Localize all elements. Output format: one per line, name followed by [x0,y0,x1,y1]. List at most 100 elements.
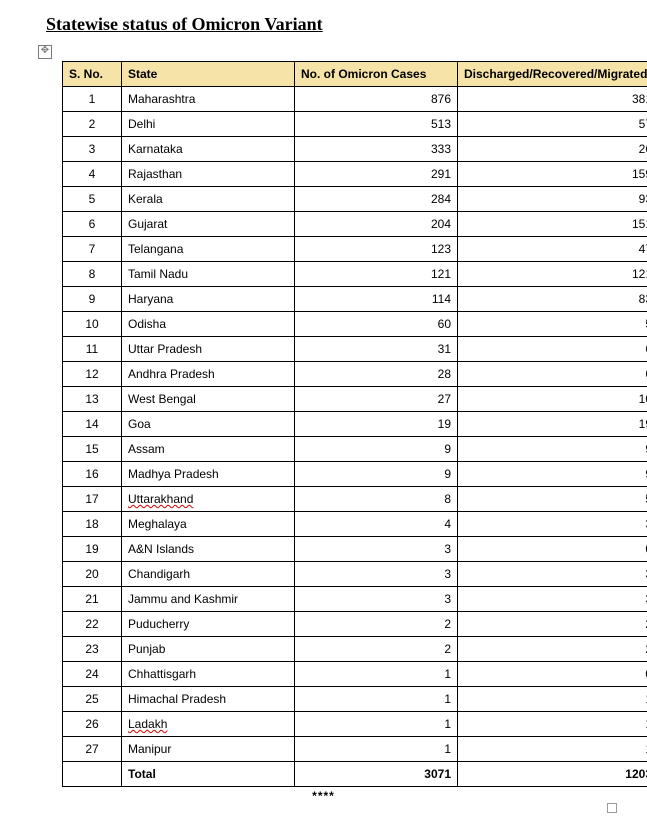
cell-sno: 2 [63,112,122,137]
cell-state: Telangana [122,237,295,262]
cell-cases: 60 [295,312,458,337]
cell-sno: 15 [63,437,122,462]
table-row: 19A&N Islands30 [63,537,647,562]
table-row: 24Chhattisgarh10 [63,662,647,687]
cell-state: Haryana [122,287,295,312]
cell-discharged: 0 [458,662,647,687]
cell-discharged: 5 [458,487,647,512]
cell-cases: 9 [295,462,458,487]
cell-state: Meghalaya [122,512,295,537]
cell-cases: 114 [295,287,458,312]
cell-state: Assam [122,437,295,462]
cell-sno: 6 [63,212,122,237]
table-header: S. No. State No. of Omicron Cases Discha… [63,62,647,87]
cell-cases: 2 [295,612,458,637]
cell-cases: 8 [295,487,458,512]
cell-sno: 16 [63,462,122,487]
cell-cases: 1 [295,712,458,737]
cell-cases: 3 [295,587,458,612]
cell-discharged: 1 [458,737,647,762]
cell-discharged: 3 [458,512,647,537]
cell-state: Karnataka [122,137,295,162]
cell-discharged: 2 [458,612,647,637]
cell-state: Uttar Pradesh [122,337,295,362]
cell-state: Tamil Nadu [122,262,295,287]
spell-error-text: Ladakh [128,717,167,731]
cell-sno: 12 [63,362,122,387]
cell-discharged: 2 [458,637,647,662]
cell-cases: 3 [295,537,458,562]
cell-cases: 31 [295,337,458,362]
table-row: 11Uttar Pradesh316 [63,337,647,362]
cell-cases: 28 [295,362,458,387]
table-body: 1Maharashtra8763812Delhi513573Karnataka3… [63,87,647,787]
cell-discharged: 93 [458,187,647,212]
cell-discharged: 83 [458,287,647,312]
cell-discharged: 121 [458,262,647,287]
cell-sno: 4 [63,162,122,187]
table-row: 7Telangana12347 [63,237,647,262]
cell-state: A&N Islands [122,537,295,562]
cell-state: Madhya Pradesh [122,462,295,487]
table-row: 8Tamil Nadu121121 [63,262,647,287]
cell-state: Uttarakhand [122,487,295,512]
table-row: 15Assam99 [63,437,647,462]
table-row: 2Delhi51357 [63,112,647,137]
table-row: 26Ladakh11 [63,712,647,737]
cell-cases: 27 [295,387,458,412]
cell-cases: 284 [295,187,458,212]
table-row: 16Madhya Pradesh99 [63,462,647,487]
cell-state: Chandigarh [122,562,295,587]
cell-total-label: Total [122,762,295,787]
table-row: 3Karnataka33326 [63,137,647,162]
cell-cases: 291 [295,162,458,187]
cell-sno: 1 [63,87,122,112]
cell-discharged: 10 [458,387,647,412]
cell-discharged: 19 [458,412,647,437]
cell-discharged: 6 [458,362,647,387]
cell-cases: 1 [295,687,458,712]
cell-state: Rajasthan [122,162,295,187]
cell-discharged: 57 [458,112,647,137]
cell-cases: 1 [295,662,458,687]
cell-sno: 25 [63,687,122,712]
cell-total-cases: 3071 [295,762,458,787]
table-row: 10Odisha605 [63,312,647,337]
cell-sno: 23 [63,637,122,662]
cell-sno: 10 [63,312,122,337]
footer-mark: **** [18,789,629,803]
cell-sno: 9 [63,287,122,312]
cell-discharged: 0 [458,537,647,562]
cell-discharged: 3 [458,562,647,587]
cell-discharged: 9 [458,462,647,487]
cell-state: Puducherry [122,612,295,637]
cell-discharged: 26 [458,137,647,162]
cell-cases: 876 [295,87,458,112]
cell-cases: 3 [295,562,458,587]
cell-sno: 18 [63,512,122,537]
cell-sno: 22 [63,612,122,637]
cell-sno: 11 [63,337,122,362]
table-row: 22Puducherry22 [63,612,647,637]
cell-sno: 8 [63,262,122,287]
cell-state: Andhra Pradesh [122,362,295,387]
table-anchor-icon[interactable]: ✥ [38,45,52,59]
table-total-row: Total30711203 [63,762,647,787]
cell-sno: 21 [63,587,122,612]
cell-state: Kerala [122,187,295,212]
cell-state: Jammu and Kashmir [122,587,295,612]
omicron-table: S. No. State No. of Omicron Cases Discha… [62,61,647,787]
table-row: 27Manipur11 [63,737,647,762]
cell-total-sno [63,762,122,787]
cell-sno: 24 [63,662,122,687]
cell-sno: 27 [63,737,122,762]
table-row: 12Andhra Pradesh286 [63,362,647,387]
cell-discharged: 159 [458,162,647,187]
cell-state: Himachal Pradesh [122,687,295,712]
cell-cases: 2 [295,637,458,662]
cell-sno: 13 [63,387,122,412]
table-resize-handle-icon[interactable] [607,803,617,813]
cell-cases: 121 [295,262,458,287]
cell-state: West Bengal [122,387,295,412]
table-row: 9Haryana11483 [63,287,647,312]
